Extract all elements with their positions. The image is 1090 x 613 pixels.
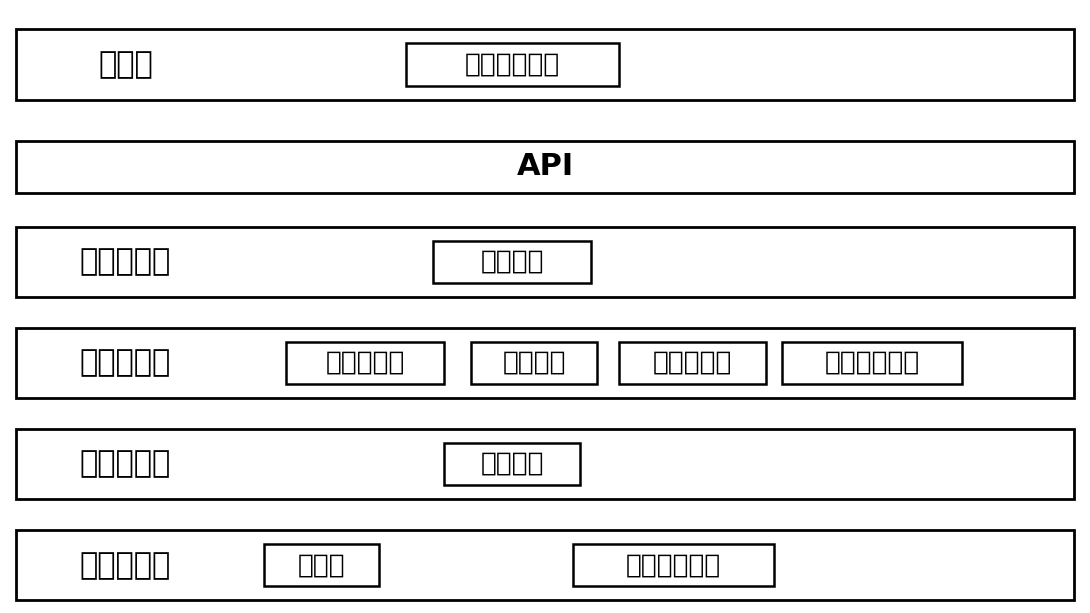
Text: 预警结果展示: 预警结果展示: [464, 51, 560, 77]
Text: 应用层: 应用层: [98, 50, 153, 79]
Text: 运维数据: 运维数据: [502, 350, 566, 376]
FancyBboxPatch shape: [434, 240, 591, 283]
FancyBboxPatch shape: [445, 443, 580, 485]
FancyBboxPatch shape: [16, 530, 1074, 601]
FancyBboxPatch shape: [16, 429, 1074, 499]
Text: 核心服务层: 核心服务层: [80, 247, 171, 276]
Text: 网络基础设施: 网络基础设施: [626, 552, 722, 578]
Text: 地理信息数据: 地理信息数据: [824, 350, 920, 376]
FancyBboxPatch shape: [16, 227, 1074, 297]
Text: 建设期数据: 建设期数据: [653, 350, 731, 376]
Text: 数据库: 数据库: [298, 552, 346, 578]
Text: API: API: [517, 152, 573, 181]
FancyBboxPatch shape: [405, 43, 619, 85]
FancyBboxPatch shape: [16, 327, 1074, 398]
Text: 数据挖掘: 数据挖掘: [481, 249, 544, 275]
Text: 基础设施层: 基础设施层: [80, 550, 171, 580]
FancyBboxPatch shape: [16, 141, 1074, 192]
Text: 感知层数据: 感知层数据: [326, 350, 404, 376]
FancyBboxPatch shape: [264, 544, 379, 586]
FancyBboxPatch shape: [573, 544, 774, 586]
Text: 感知执行层: 感知执行层: [80, 449, 171, 479]
Text: 基础数据层: 基础数据层: [80, 348, 171, 378]
FancyBboxPatch shape: [619, 342, 765, 384]
FancyBboxPatch shape: [16, 29, 1074, 99]
FancyBboxPatch shape: [472, 342, 597, 384]
FancyBboxPatch shape: [783, 342, 962, 384]
Text: 智能感知: 智能感知: [481, 451, 544, 477]
FancyBboxPatch shape: [286, 342, 445, 384]
